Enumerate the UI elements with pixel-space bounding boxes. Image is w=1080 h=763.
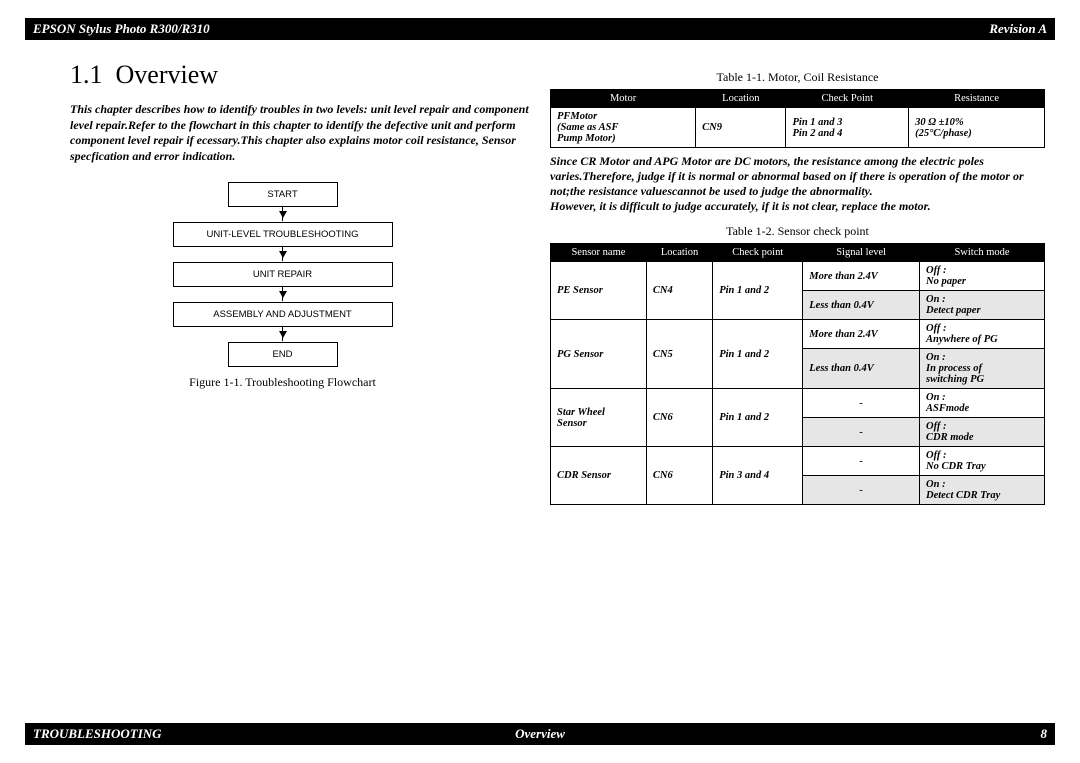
content: 1.1 Overview This chapter describes how …: [35, 50, 1045, 713]
right-column: Table 1-1. Motor, Coil Resistance Motor …: [550, 50, 1045, 713]
flowchart-caption: Figure 1-1. Troubleshooting Flowchart: [35, 375, 530, 390]
footer-left: TROUBLESHOOTING: [33, 726, 162, 742]
left-column: 1.1 Overview This chapter describes how …: [35, 50, 530, 713]
footer-right: 8: [1041, 726, 1048, 742]
flow-start: START: [228, 182, 338, 207]
page: EPSON Stylus Photo R300/R310 Revision A …: [0, 0, 1080, 763]
flow-unit-repair: UNIT REPAIR: [173, 262, 393, 287]
table-row: PG Sensor CN5 Pin 1 and 2 More than 2.4V…: [551, 320, 1045, 349]
footer-bar: TROUBLESHOOTING Overview 8: [25, 723, 1055, 745]
note-text: Since CR Motor and APG Motor are DC moto…: [550, 154, 1045, 214]
header-left: EPSON Stylus Photo R300/R310: [33, 21, 210, 37]
table-sensor: Sensor name Location Check point Signal …: [550, 243, 1045, 505]
header-bar: EPSON Stylus Photo R300/R310 Revision A: [25, 18, 1055, 40]
flow-unit-troubleshooting: UNIT-LEVEL TROUBLESHOOTING: [173, 222, 393, 247]
intro-text: This chapter describes how to identify t…: [70, 102, 530, 164]
table-row: PFMotor (Same as ASF Pump Motor) CN9 Pin…: [551, 108, 1045, 148]
flowchart: START UNIT-LEVEL TROUBLESHOOTING UNIT RE…: [35, 182, 530, 367]
section-title: 1.1 Overview: [70, 60, 530, 90]
table-row: Star Wheel Sensor CN6 Pin 1 and 2 - On :…: [551, 389, 1045, 418]
table2-caption: Table 1-2. Sensor check point: [550, 224, 1045, 239]
header-right: Revision A: [989, 21, 1047, 37]
table-row: PE Sensor CN4 Pin 1 and 2 More than 2.4V…: [551, 262, 1045, 291]
table1-caption: Table 1-1. Motor, Coil Resistance: [550, 70, 1045, 85]
flow-assembly: ASSEMBLY AND ADJUSTMENT: [173, 302, 393, 327]
flow-end: END: [228, 342, 338, 367]
table-motor: Motor Location Check Point Resistance PF…: [550, 89, 1045, 148]
table-row: CDR Sensor CN6 Pin 3 and 4 - Off : No CD…: [551, 447, 1045, 476]
footer-center: Overview: [515, 726, 565, 742]
